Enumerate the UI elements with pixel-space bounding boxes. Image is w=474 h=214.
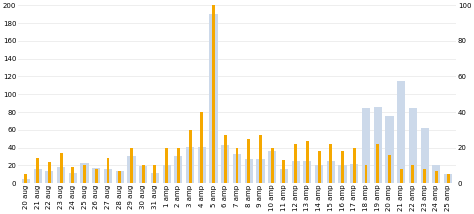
Bar	[221, 145, 229, 183]
Bar	[306, 141, 309, 183]
Bar	[271, 148, 273, 183]
Bar	[57, 167, 65, 183]
Bar	[432, 165, 440, 183]
Bar	[268, 151, 276, 183]
Bar	[210, 14, 218, 183]
Bar	[104, 169, 112, 183]
Bar	[201, 112, 203, 183]
Bar	[365, 165, 367, 183]
Bar	[374, 107, 382, 183]
Bar	[303, 161, 311, 183]
Bar	[420, 128, 429, 183]
Bar	[186, 147, 194, 183]
Bar	[95, 169, 98, 183]
Bar	[142, 165, 145, 183]
Bar	[341, 151, 344, 183]
Bar	[163, 165, 171, 183]
Bar	[154, 165, 156, 183]
Bar	[45, 171, 54, 183]
Bar	[411, 165, 414, 183]
Bar	[400, 169, 403, 183]
Bar	[236, 148, 238, 183]
Bar	[36, 158, 39, 183]
Bar	[423, 169, 426, 183]
Bar	[92, 168, 100, 183]
Bar	[256, 159, 264, 183]
Bar	[329, 144, 332, 183]
Bar	[362, 108, 370, 183]
Bar	[224, 135, 227, 183]
Bar	[259, 135, 262, 183]
Bar	[118, 171, 121, 183]
Bar	[24, 174, 27, 183]
Bar	[83, 165, 86, 183]
Bar	[69, 173, 77, 183]
Bar	[376, 144, 379, 183]
Bar	[338, 165, 346, 183]
Bar	[139, 166, 147, 183]
Bar	[81, 163, 89, 183]
Bar	[128, 156, 136, 183]
Bar	[174, 156, 182, 183]
Bar	[198, 147, 206, 183]
Bar	[447, 174, 450, 183]
Bar	[60, 153, 63, 183]
Bar	[107, 158, 109, 183]
Bar	[318, 151, 320, 183]
Bar	[151, 172, 159, 183]
Bar	[292, 161, 300, 183]
Bar	[350, 164, 358, 183]
Bar	[212, 5, 215, 183]
Bar	[294, 144, 297, 183]
Bar	[327, 161, 335, 183]
Bar	[283, 160, 285, 183]
Bar	[435, 171, 438, 183]
Bar	[247, 139, 250, 183]
Bar	[409, 108, 417, 183]
Bar	[116, 171, 124, 183]
Bar	[177, 148, 180, 183]
Bar	[280, 169, 288, 183]
Bar	[385, 116, 393, 183]
Bar	[189, 130, 191, 183]
Bar	[71, 167, 74, 183]
Bar	[444, 174, 452, 183]
Bar	[315, 165, 323, 183]
Bar	[34, 169, 42, 183]
Bar	[48, 162, 51, 183]
Bar	[353, 148, 356, 183]
Bar	[165, 148, 168, 183]
Bar	[397, 81, 405, 183]
Bar	[245, 159, 253, 183]
Bar	[388, 155, 391, 183]
Bar	[130, 148, 133, 183]
Bar	[22, 179, 30, 183]
Bar	[233, 154, 241, 183]
